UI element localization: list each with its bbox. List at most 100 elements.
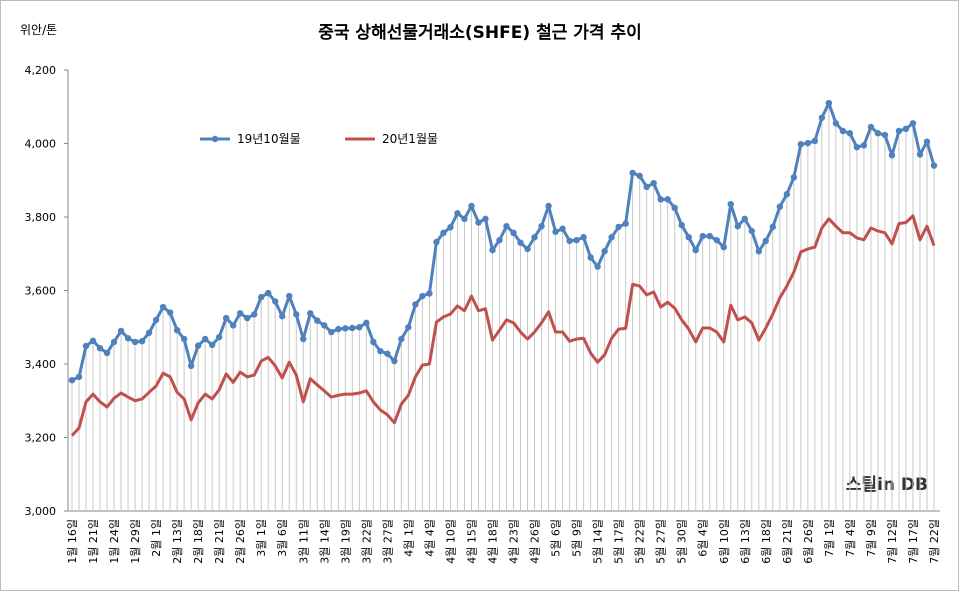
x-tick-label: 5월 17일	[612, 519, 626, 564]
x-tick-label: 7월 22일	[927, 519, 941, 564]
point	[461, 215, 468, 223]
point	[657, 196, 664, 203]
x-tick-label: 4월 23일	[507, 519, 521, 564]
point	[643, 183, 650, 191]
x-tick-label: 4월 18일	[485, 519, 499, 564]
point	[426, 290, 433, 297]
legend-label: 19년10월물	[237, 132, 301, 146]
chart-title: 중국 상해선물거래소(SHFE) 철근 가격 추이	[318, 23, 642, 43]
point	[818, 114, 826, 121]
point	[159, 303, 167, 311]
point	[342, 325, 349, 332]
point	[811, 137, 819, 145]
point	[622, 220, 629, 227]
x-tick-label: 5월 30일	[675, 519, 689, 564]
point	[398, 335, 405, 343]
point	[272, 298, 279, 305]
point	[846, 130, 854, 137]
point	[468, 202, 475, 210]
point	[131, 338, 139, 346]
x-tick-label: 4월 10일	[443, 519, 457, 564]
point	[867, 123, 875, 131]
watermark: 스틸in DB	[846, 474, 928, 495]
x-tick-label: 3월 6일	[275, 519, 289, 557]
point	[349, 324, 356, 332]
x-tick-label: 1월 16일	[65, 519, 79, 564]
point	[923, 138, 931, 145]
point	[307, 310, 314, 317]
point	[601, 247, 608, 255]
point	[412, 301, 419, 308]
x-tick-label: 3월 14일	[317, 519, 331, 564]
point	[208, 341, 216, 349]
point	[433, 238, 440, 246]
point	[96, 344, 104, 352]
point	[664, 196, 671, 203]
x-tick-label: 6월 21일	[780, 519, 794, 564]
point	[440, 229, 447, 237]
point	[538, 222, 545, 230]
point	[68, 376, 76, 384]
point	[496, 236, 503, 244]
y-tick-label: 3,600	[25, 285, 57, 298]
point	[89, 337, 97, 345]
point	[825, 99, 833, 107]
point	[244, 314, 251, 322]
x-tick-label: 7월 17일	[906, 519, 920, 564]
x-tick-label: 5월 6일	[549, 519, 563, 557]
series-line	[70, 214, 936, 437]
point	[615, 223, 622, 231]
point	[510, 229, 517, 237]
point	[166, 309, 174, 316]
point	[545, 202, 552, 210]
point	[173, 326, 181, 334]
point	[194, 342, 202, 349]
point	[321, 322, 328, 329]
point	[902, 125, 910, 132]
x-tick-label: 5월 14일	[591, 519, 605, 564]
x-tick-label: 6월 13일	[738, 519, 752, 564]
point	[75, 373, 83, 381]
point	[145, 329, 153, 336]
point	[720, 243, 727, 251]
point	[286, 292, 293, 300]
point	[594, 263, 601, 270]
x-tick-label: 6월 4일	[696, 519, 710, 557]
point	[895, 127, 903, 135]
point	[832, 120, 840, 127]
point	[713, 236, 720, 244]
point	[201, 335, 209, 343]
point	[748, 227, 755, 235]
point	[699, 232, 706, 240]
x-tick-label: 2월 18일	[191, 519, 205, 564]
point	[573, 236, 580, 244]
point	[377, 347, 384, 355]
y-tick-label: 4,000	[25, 138, 57, 151]
x-tick-label: 7월 9일	[864, 519, 878, 557]
point	[608, 234, 615, 241]
point	[685, 234, 692, 241]
y-tick-label: 3,400	[25, 358, 57, 371]
point	[706, 232, 713, 240]
point	[419, 292, 426, 300]
point	[265, 289, 272, 297]
point	[124, 335, 132, 342]
point	[804, 139, 812, 147]
point	[587, 254, 594, 261]
x-tick-label: 2월 1일	[149, 519, 163, 557]
point	[629, 169, 636, 177]
point	[475, 219, 482, 226]
point	[762, 237, 770, 245]
point	[517, 239, 524, 246]
point	[888, 152, 896, 159]
point	[783, 191, 791, 198]
x-tick-label: 2월 21일	[212, 519, 226, 564]
point	[552, 228, 559, 235]
y-tick-label: 3,000	[25, 505, 57, 518]
point	[790, 174, 798, 181]
point	[314, 317, 321, 324]
point	[103, 349, 111, 357]
point	[405, 324, 412, 331]
y-axis-label: 위안/톤	[20, 23, 57, 37]
